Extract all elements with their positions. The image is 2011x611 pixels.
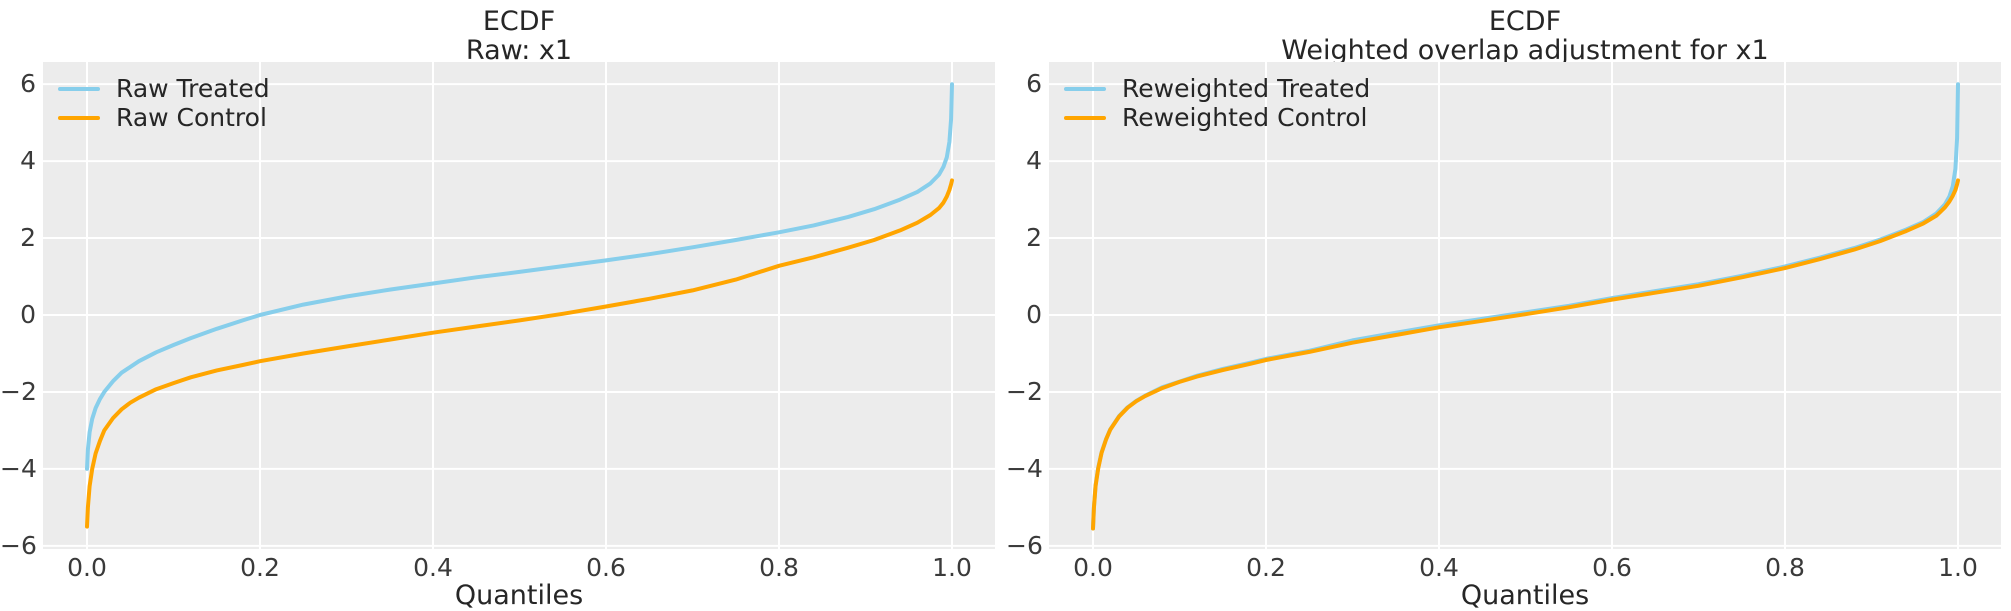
x-tick-label: 0.4	[413, 553, 453, 582]
y-tick-label: 2	[20, 223, 36, 253]
plot-area	[1049, 62, 2001, 549]
legend-swatch-raw-control	[58, 115, 100, 120]
series-line-reweighted-treated	[1091, 82, 1960, 531]
legend-label: Reweighted Control	[1122, 103, 1368, 132]
legend: Reweighted Treated Reweighted Control	[1064, 74, 1370, 132]
legend-label: Reweighted Treated	[1122, 74, 1371, 103]
x-tick-label: 0.2	[1246, 553, 1286, 582]
chart-title-line1: ECDF	[482, 6, 556, 37]
x-tick-label: 0.2	[240, 553, 280, 582]
y-tick-label: −4	[0, 453, 37, 483]
y-tick-label: −6	[0, 530, 37, 560]
series-line-raw-treated	[85, 82, 954, 471]
series-line-raw-control	[85, 178, 954, 529]
x-tick-label: 0.0	[67, 553, 107, 582]
x-axis-label: Quantiles	[454, 580, 584, 611]
chart-title-line2: Weighted overlap adjustment for x1	[1281, 35, 1769, 66]
gridlines	[1049, 62, 2001, 549]
y-tick-label: 6	[1026, 69, 1042, 99]
chart-title-line2: Raw: x1	[465, 35, 573, 66]
legend-item-reweighted-treated: Reweighted Treated	[1064, 74, 1370, 103]
series-line-reweighted-control	[1091, 178, 1960, 531]
y-tick-label: 6	[20, 69, 36, 99]
legend-swatch-raw-treated	[58, 86, 100, 91]
y-tick-label: −2	[1006, 376, 1043, 406]
legend-label: Raw Treated	[116, 74, 270, 103]
x-tick-label: 1.0	[1938, 553, 1978, 582]
x-tick-label: 1.0	[932, 553, 972, 582]
chart-title: ECDF Weighted overlap adjustment for x1	[1049, 7, 2001, 65]
x-tick-label: 0.0	[1073, 553, 1113, 582]
y-tick-label: −4	[1006, 453, 1043, 483]
plot-canvas	[1049, 62, 2001, 549]
y-tick-label: −6	[1006, 530, 1043, 560]
legend-item-reweighted-control: Reweighted Control	[1064, 103, 1370, 132]
chart-title-line1: ECDF	[1488, 6, 1562, 37]
legend-label: Raw Control	[116, 103, 267, 132]
y-tick-label: 0	[1026, 300, 1042, 329]
gridlines	[43, 62, 995, 549]
chart-title: ECDF Raw: x1	[43, 7, 995, 65]
x-tick-label: 0.8	[759, 553, 799, 582]
y-tick-label: −2	[0, 376, 37, 406]
legend-item-raw-treated: Raw Treated	[58, 74, 270, 103]
chart-weighted: ECDF Weighted overlap adjustment for x1 …	[1006, 0, 2011, 611]
legend: Raw Treated Raw Control	[58, 74, 270, 132]
x-axis-label: Quantiles	[1460, 580, 1590, 611]
x-tick-label: 0.6	[1592, 553, 1632, 582]
y-tick-label: 2	[1026, 223, 1042, 253]
y-tick-label: 4	[20, 146, 36, 176]
y-tick-label: 0	[20, 300, 36, 329]
x-tick-label: 0.6	[586, 553, 626, 582]
chart-raw: ECDF Raw: x1 Raw Treated Raw Control Qua…	[0, 0, 1005, 611]
x-tick-label: 0.4	[1419, 553, 1459, 582]
x-tick-label: 0.8	[1765, 553, 1805, 582]
legend-item-raw-control: Raw Control	[58, 103, 270, 132]
y-tick-label: 4	[1026, 146, 1042, 176]
legend-swatch-reweighted-treated	[1064, 86, 1106, 91]
plot-area	[43, 62, 995, 549]
legend-swatch-reweighted-control	[1064, 115, 1106, 120]
plot-canvas	[43, 62, 995, 549]
